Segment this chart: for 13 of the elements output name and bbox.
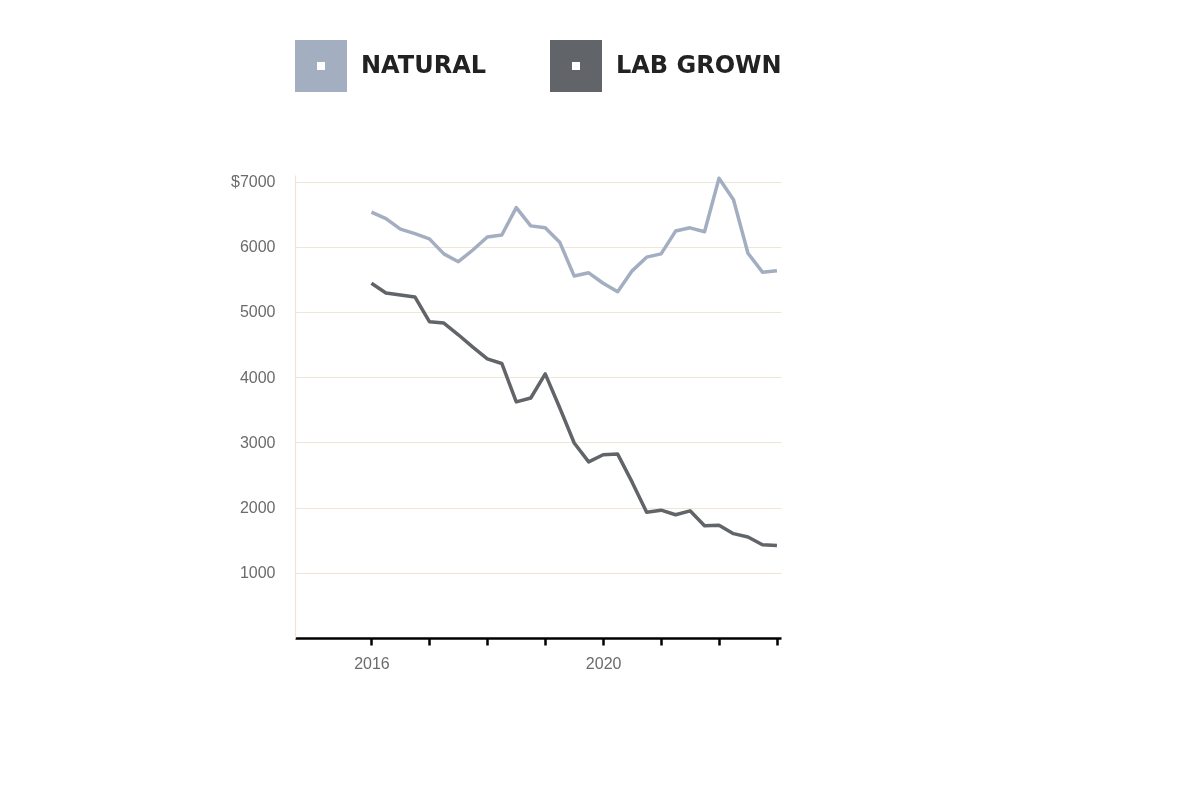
y-tick-label: 2000 [239,499,276,517]
line-series [369,176,779,294]
y-tick-label: 6000 [239,238,276,256]
y-tick-label: $7000 [231,173,276,191]
x-tick-label: 2016 [354,654,390,672]
y-tick-label: 5000 [239,303,276,321]
y-tick-label: 4000 [239,368,276,386]
y-tick-label: 3000 [239,433,276,451]
line-series [369,281,779,548]
legend-label: NATURAL [361,51,487,79]
y-tick-label: 1000 [239,564,276,582]
legend-label: LAB GROWN [616,51,782,79]
x-tick-label: 2020 [585,654,622,672]
